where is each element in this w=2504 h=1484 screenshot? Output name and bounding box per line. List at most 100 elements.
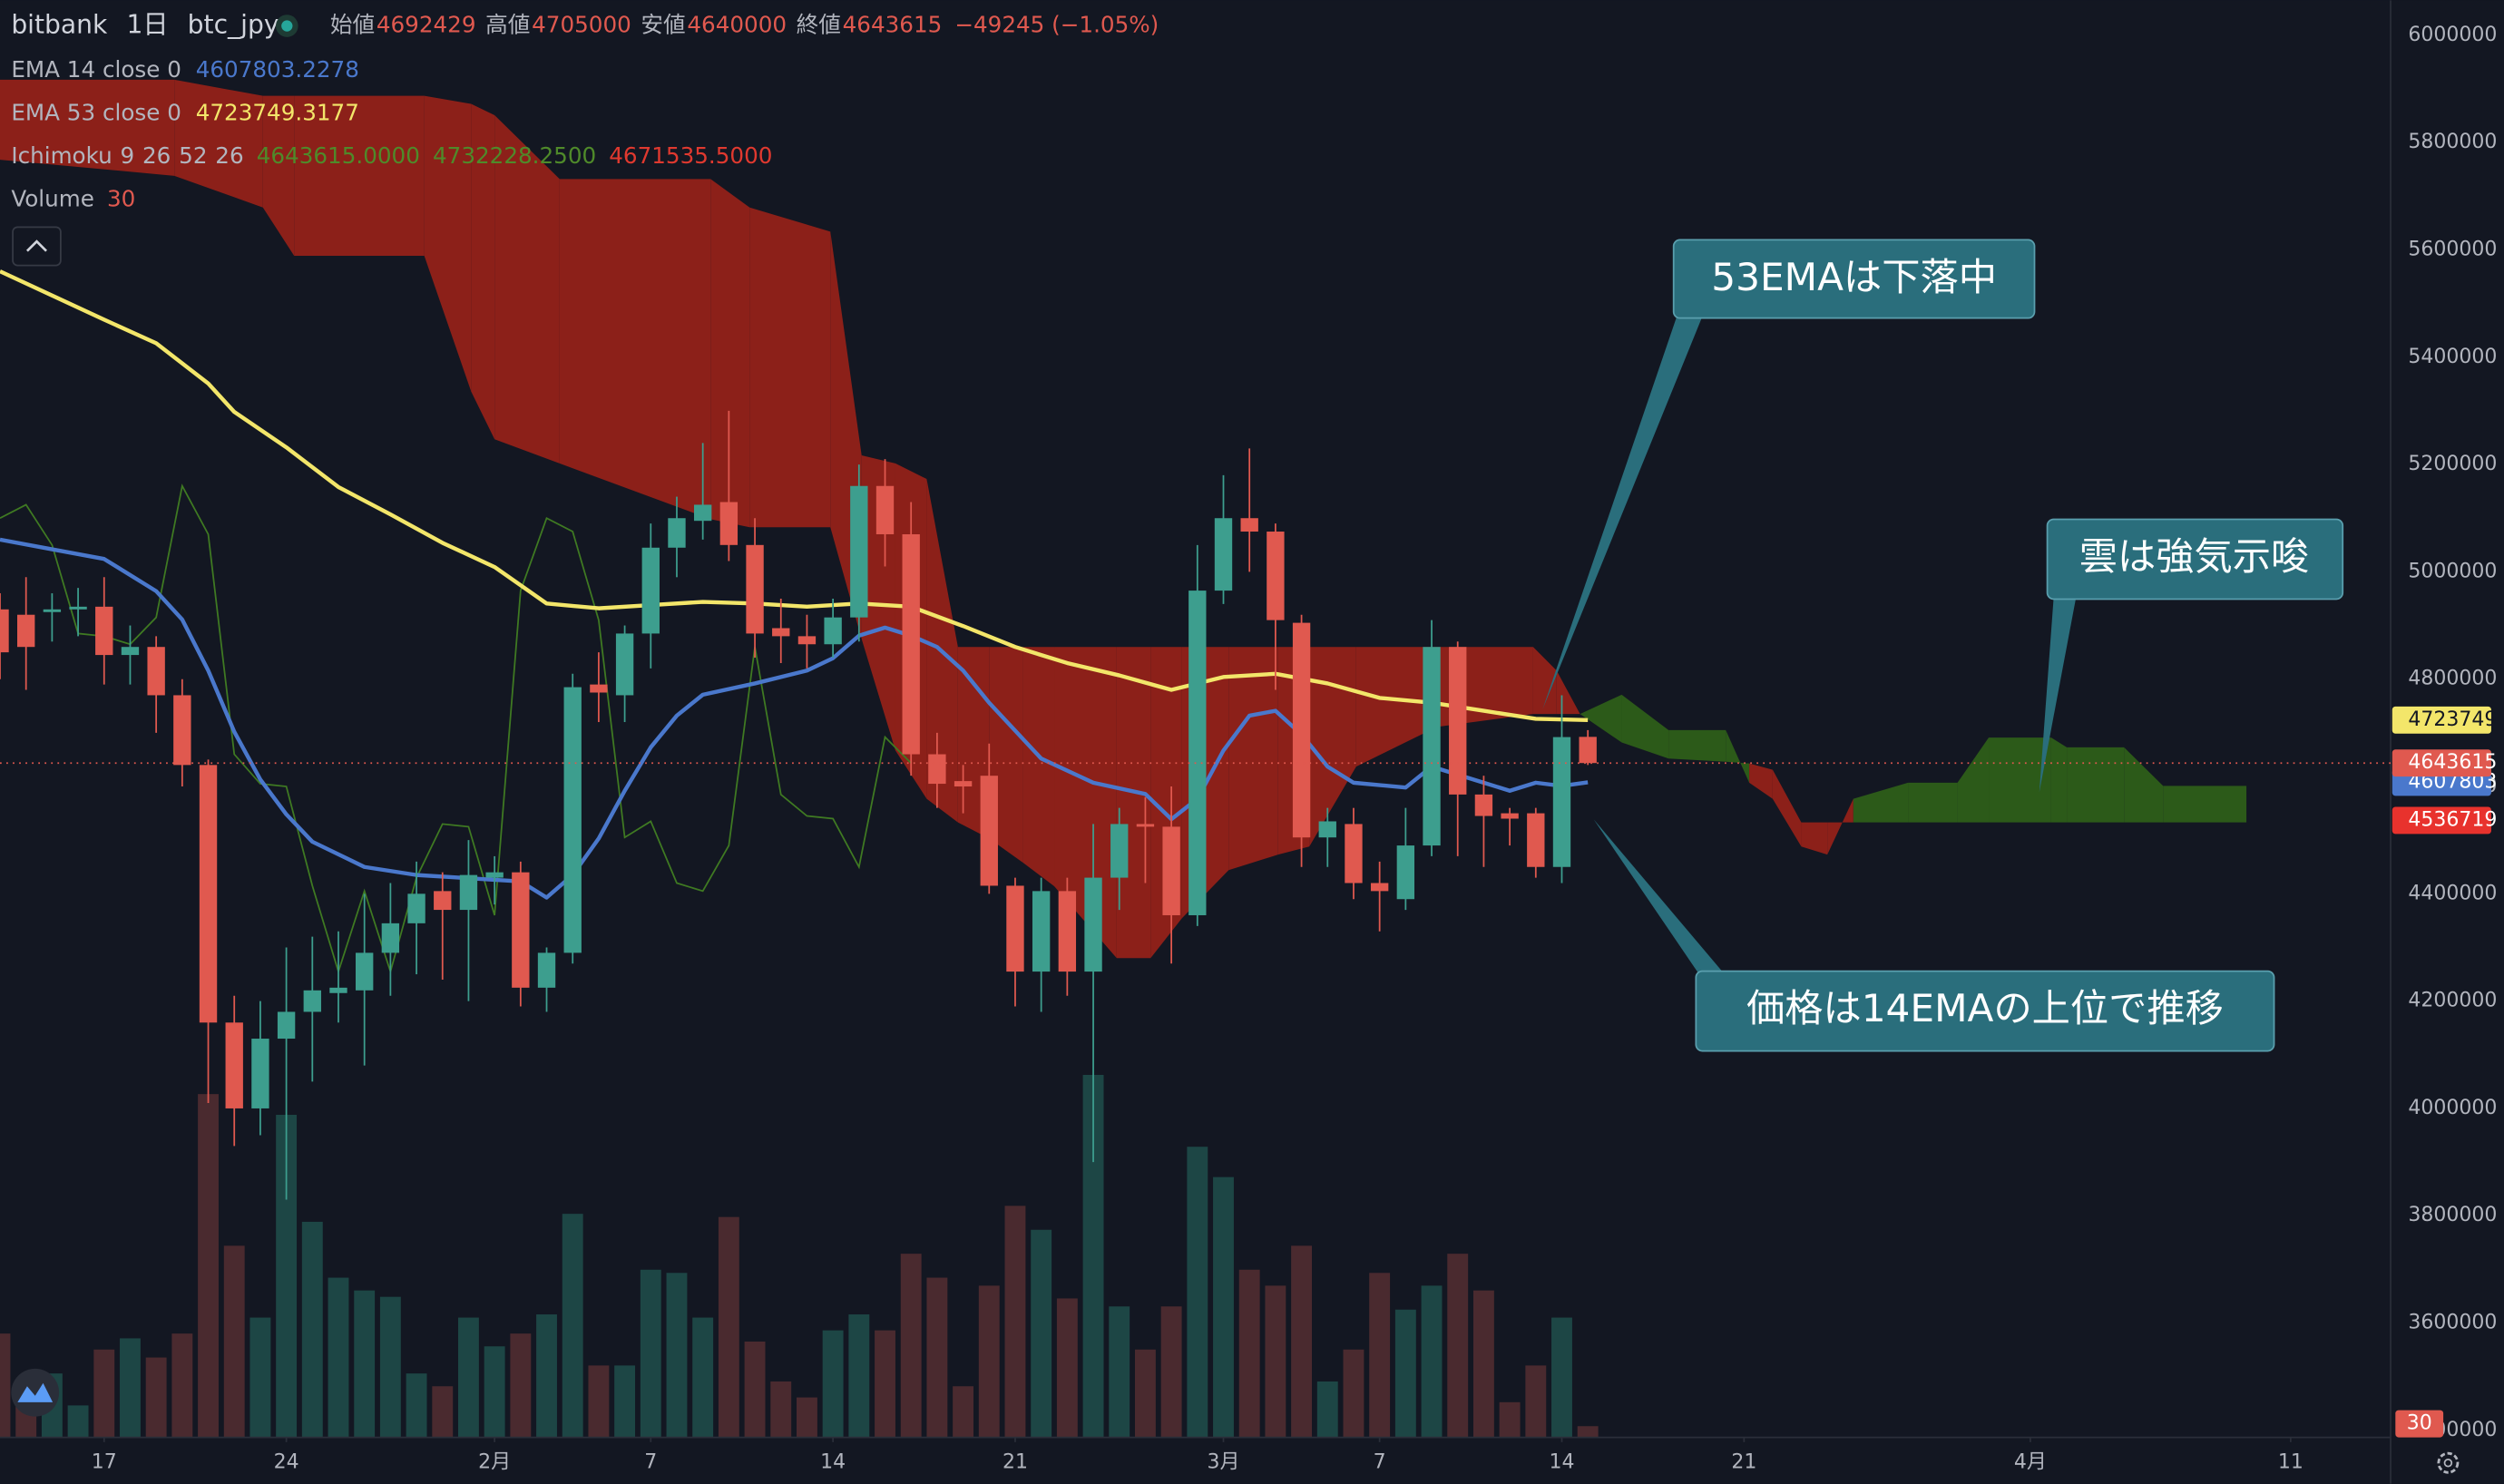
volume-bar <box>1447 1254 1469 1438</box>
volume-tag-label: 30 <box>2407 1412 2432 1435</box>
x-tick-label: 4月 <box>2014 1451 2047 1474</box>
volume-bar <box>900 1254 922 1438</box>
ohlc-label: 終値 <box>797 12 841 38</box>
cloud-segment <box>294 95 425 256</box>
candle-body <box>251 1039 269 1108</box>
status-dot <box>281 20 293 32</box>
candle-body <box>1110 824 1129 878</box>
indicator-param: 26 <box>215 142 243 169</box>
candle-body <box>459 874 478 911</box>
candle-body <box>1449 647 1467 795</box>
y-tick-label: 4000000 <box>2408 1097 2497 1119</box>
cloud-segment <box>1772 769 1802 847</box>
cloud-segment <box>2124 747 2164 823</box>
volume-bar <box>1499 1401 1521 1438</box>
indicator-value: 4607803.2278 <box>196 56 359 83</box>
candle-body <box>1396 845 1415 900</box>
candle-body <box>0 609 9 653</box>
indicator-value: 4723749.3177 <box>196 99 359 125</box>
volume-bar <box>93 1349 115 1438</box>
logo[interactable] <box>11 1368 60 1417</box>
change: −49245 (−1.05%) <box>954 12 1159 38</box>
volume-bar <box>354 1290 376 1438</box>
cloud-segment <box>174 79 263 208</box>
candle-body <box>1345 824 1363 884</box>
volume-bar <box>1316 1381 1338 1438</box>
volume-bar <box>796 1397 817 1438</box>
candle-body <box>1292 622 1311 838</box>
gear-icon[interactable] <box>2437 1451 2460 1474</box>
gear-hub[interactable] <box>2443 1458 2453 1468</box>
candle-body <box>355 952 374 991</box>
candle-body <box>772 628 790 637</box>
annotation-text: 価格は14EMAの上位で推移 <box>1746 986 2224 1030</box>
candle-body <box>225 1022 243 1108</box>
volume-bar <box>978 1285 1000 1438</box>
logo-circle[interactable] <box>11 1368 60 1417</box>
cloud-segment <box>1908 782 1958 823</box>
x-tick-label: 2月 <box>478 1451 511 1474</box>
volume-bar <box>953 1386 974 1438</box>
collapse-button[interactable] <box>12 226 62 267</box>
candle-body <box>277 1011 296 1040</box>
chevron-icon[interactable] <box>25 239 47 252</box>
candle-body <box>381 923 400 953</box>
logo-mark[interactable] <box>17 1382 54 1402</box>
cloud-segment <box>1355 647 1437 767</box>
price-tag <box>2392 749 2491 777</box>
exchange: bitbank <box>11 10 108 40</box>
volume-bar <box>223 1245 245 1438</box>
x-tick-label: 11 <box>2278 1451 2303 1474</box>
y-tick-label: 5400000 <box>2408 346 2497 368</box>
indicator-param: 30 <box>107 185 135 211</box>
settings-button[interactable] <box>2437 1451 2460 1474</box>
x-tick-label: 7 <box>644 1451 657 1474</box>
candle-body <box>980 776 998 886</box>
volume-bar <box>1187 1147 1208 1438</box>
x-tick-label: 24 <box>274 1451 299 1474</box>
candle-body <box>1474 794 1493 816</box>
annotations: 53EMAは下落中 雲は強気示唆 価格は14EMAの上位で推移 <box>1542 239 2344 1052</box>
ohlc-value: 4692429 <box>377 12 476 38</box>
volume-bar <box>1160 1306 1182 1438</box>
indicator-name: EMA 14 close 0 <box>11 56 181 83</box>
volume-bar <box>640 1269 661 1438</box>
volume-bar <box>67 1405 89 1438</box>
cloud-segment <box>1853 782 1909 823</box>
annotation-text: 53EMAは下落中 <box>1711 255 1997 299</box>
volume-bar <box>0 1333 11 1438</box>
volume-bar <box>1213 1176 1234 1438</box>
candle-body <box>121 647 140 656</box>
y-tick-label: 4200000 <box>2408 990 2497 1012</box>
volume-bar <box>692 1317 714 1438</box>
indicator-param: 52 <box>179 142 207 169</box>
button-frame[interactable] <box>12 226 62 267</box>
volume-bar <box>1421 1285 1443 1438</box>
cloud-segment <box>494 114 560 464</box>
candle-body <box>1370 883 1389 892</box>
volume-bar <box>822 1330 844 1438</box>
candle-body <box>1423 647 1441 846</box>
volume-bar <box>249 1317 271 1438</box>
candle-body <box>17 614 35 648</box>
indicator-name: Ichimoku <box>11 142 112 169</box>
interval: 1日 <box>126 10 168 40</box>
y-tick-label: 5000000 <box>2408 560 2497 582</box>
y-tick-label: 6000000 <box>2408 24 2497 46</box>
annotation-box <box>1695 970 2275 1052</box>
ohlc-value: 4643615 <box>843 12 943 38</box>
candle-body <box>1058 891 1077 972</box>
y-tick-label: 4400000 <box>2408 882 2497 904</box>
volume-bar <box>562 1214 583 1438</box>
cloud-segment <box>1580 694 1622 743</box>
candle-body <box>875 485 895 534</box>
x-tick-label: 17 <box>92 1451 117 1474</box>
candle-body <box>693 504 712 522</box>
cloud-segment <box>1726 729 1750 783</box>
indicator-param: 26 <box>142 142 171 169</box>
volume-bar <box>1577 1426 1599 1438</box>
volume-bar <box>1082 1075 1104 1438</box>
volume-bar <box>848 1314 870 1438</box>
candles <box>0 410 1597 1200</box>
indicator-name: EMA 53 close 0 <box>11 99 181 125</box>
